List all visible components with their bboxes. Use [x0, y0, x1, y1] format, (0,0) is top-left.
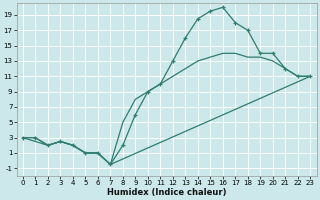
X-axis label: Humidex (Indice chaleur): Humidex (Indice chaleur) [107, 188, 226, 197]
